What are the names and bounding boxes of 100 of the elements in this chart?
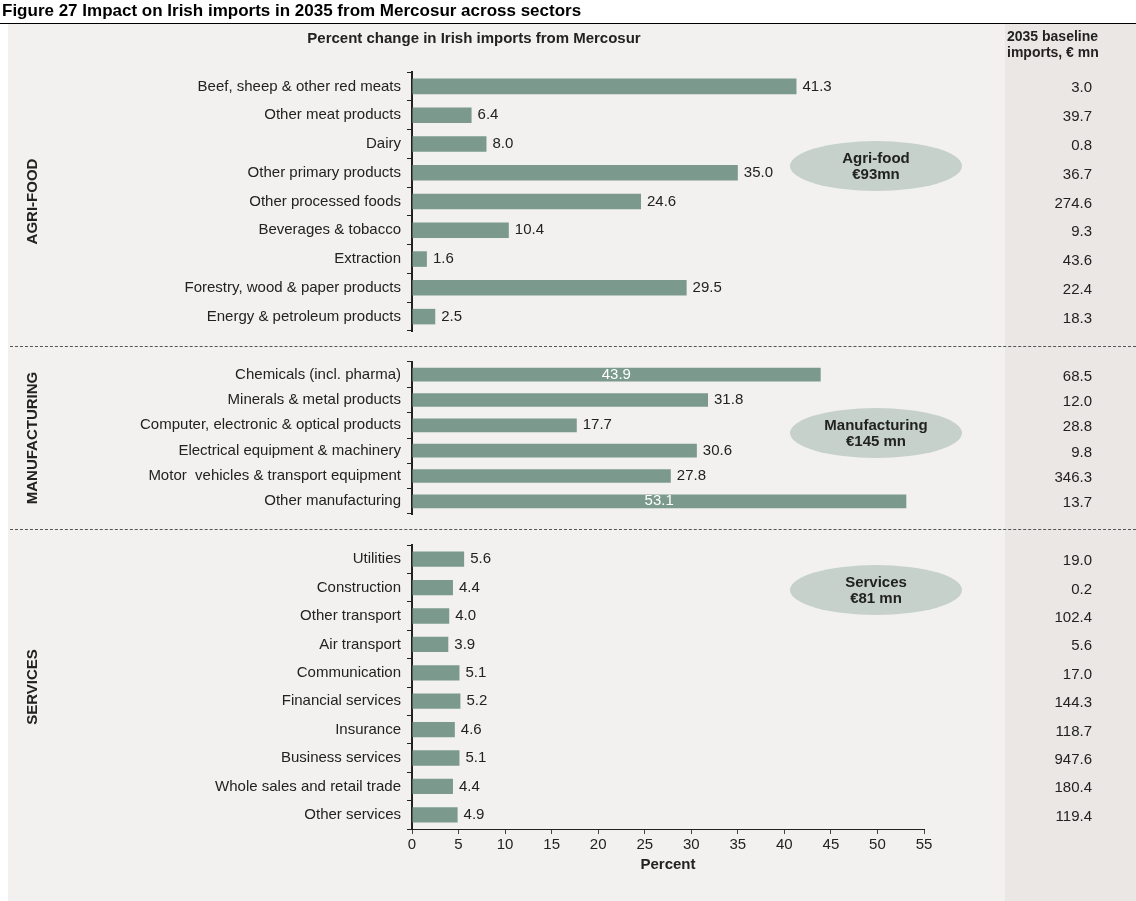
text: 2035 baseline imports, € mn — [1007, 28, 1100, 60]
text: 12.0 — [1061, 391, 1092, 409]
data-label: 24.6 — [647, 191, 677, 209]
data-label: 31.8 — [714, 390, 744, 408]
y-tick-label: Energy & petroleum products — [206, 306, 401, 324]
bar — [412, 193, 641, 210]
text: 39.7 — [1061, 106, 1092, 124]
y-tick-label: Computer, electronic & optical products — [140, 415, 401, 433]
x-tick-label: 50 — [869, 835, 886, 853]
y-tick-label: Beef, sheep & other red meats — [197, 76, 401, 94]
y-tick-label: Electrical equipment & machinery — [178, 440, 402, 458]
bar — [412, 78, 797, 95]
y-tick-label: Financial services — [281, 691, 401, 709]
text: 13.7 — [1061, 492, 1092, 510]
text: 3.0 — [1070, 77, 1092, 95]
data-label: 10.4 — [514, 220, 545, 238]
chart-title: Figure 27 Impact on Irish imports in 2035 from Mercosur across sectors — [0, 0, 1136, 24]
data-label: 35.0 — [743, 162, 774, 180]
bar — [412, 136, 487, 152]
text: 43.6 — [1061, 250, 1092, 268]
data-label: 43.9 — [601, 364, 631, 382]
y-tick-label: Other processed foods — [249, 191, 401, 209]
text: 119.4 — [1054, 806, 1092, 824]
y-tick-label: Forestry, wood & paper products — [184, 277, 401, 295]
data-label: 5.2 — [466, 691, 488, 709]
data-label: 8.0 — [492, 134, 514, 152]
x-tick-label: 30 — [682, 835, 700, 853]
text: 346.3 — [1053, 467, 1092, 485]
y-axis-title: SERVICES — [23, 649, 41, 725]
bar — [412, 222, 509, 239]
y-tick-label: Construction — [316, 577, 401, 595]
text: 22.4 — [1061, 279, 1092, 297]
text: 274.6 — [1053, 193, 1092, 210]
data-label: 4.0 — [455, 606, 477, 624]
bar — [412, 469, 671, 483]
x-tick-label: 20 — [589, 835, 607, 853]
data-label: 4.4 — [458, 776, 480, 794]
data-label: 1.6 — [432, 249, 454, 267]
bar — [412, 367, 821, 382]
y-tick-label: Insurance — [335, 719, 401, 737]
bar — [412, 164, 738, 181]
text: 947.6 — [1053, 749, 1092, 767]
y-tick-label: Whole sales and retail trade — [215, 776, 401, 794]
x-tick-label: 10 — [496, 835, 514, 853]
x-tick-label: 5 — [454, 835, 463, 853]
data-label: 5.1 — [465, 748, 487, 766]
text: 28.8 — [1061, 416, 1092, 434]
data-label: 29.5 — [692, 277, 722, 295]
data-label: 5.6 — [470, 549, 491, 567]
y-axis-title: MANUFACTURING — [23, 371, 41, 505]
y-tick-label: Communication — [296, 662, 401, 680]
y-tick-label: Beverages & tobacco — [258, 220, 401, 238]
y-tick-label: Other primary products — [247, 162, 401, 180]
y-tick-label: Minerals & metal products — [227, 390, 401, 408]
chart-subtitle: Percent change in Irish imports from Mercosur — [307, 29, 641, 47]
x-tick-label: 55 — [915, 835, 933, 853]
data-label: 17.7 — [582, 415, 612, 433]
data-label: 53.1 — [644, 491, 674, 509]
text: 19.0 — [1061, 550, 1092, 568]
x-tick-label: 0 — [407, 835, 417, 853]
x-tick-label: 15 — [543, 835, 560, 853]
text: 118.7 — [1054, 721, 1092, 739]
data-label: 4.9 — [463, 804, 485, 822]
y-tick-label: Dairy — [365, 134, 402, 152]
bar — [412, 280, 687, 296]
y-tick-label: Other meat products — [264, 105, 401, 123]
y-tick-label: Utilities — [352, 549, 401, 567]
data-label: 41.3 — [802, 76, 832, 94]
bar — [412, 418, 577, 433]
y-tick-label: Air transport — [319, 634, 402, 652]
text: 0.8 — [1070, 135, 1092, 153]
y-axis-title: AGRI-FOOD — [23, 158, 41, 245]
data-label: 6.4 — [477, 105, 499, 123]
data-label: 27.8 — [676, 466, 706, 484]
x-tick-label: 35 — [729, 835, 747, 853]
bar — [412, 308, 436, 325]
y-tick-label: Chemicals (incl. pharma) — [235, 364, 401, 382]
y-tick-label: Extraction — [334, 249, 401, 267]
y-tick-label: Motor vehicles & transport equipment — [148, 466, 402, 484]
text: 18.3 — [1061, 308, 1092, 326]
y-tick-label: Other services — [304, 804, 401, 822]
y-tick-label: Other manufacturing — [264, 491, 401, 509]
data-label: 3.9 — [454, 634, 476, 652]
text: 9.3 — [1070, 221, 1092, 239]
data-label: 5.1 — [465, 662, 487, 680]
bar — [412, 494, 907, 509]
x-axis-title: Percent — [640, 855, 696, 873]
text: 17.0 — [1061, 664, 1092, 682]
text: 0.2 — [1070, 579, 1092, 597]
bar — [412, 393, 709, 407]
text: 9.8 — [1070, 442, 1092, 460]
text: 102.4 — [1053, 607, 1092, 625]
data-label: 4.6 — [460, 719, 482, 737]
text: 36.7 — [1061, 164, 1092, 182]
data-label: 2.5 — [441, 306, 463, 324]
bar — [412, 443, 697, 458]
bar — [412, 107, 472, 123]
data-label: 30.6 — [702, 440, 733, 458]
text: 5.6 — [1070, 635, 1092, 653]
text: 144.3 — [1053, 692, 1092, 710]
